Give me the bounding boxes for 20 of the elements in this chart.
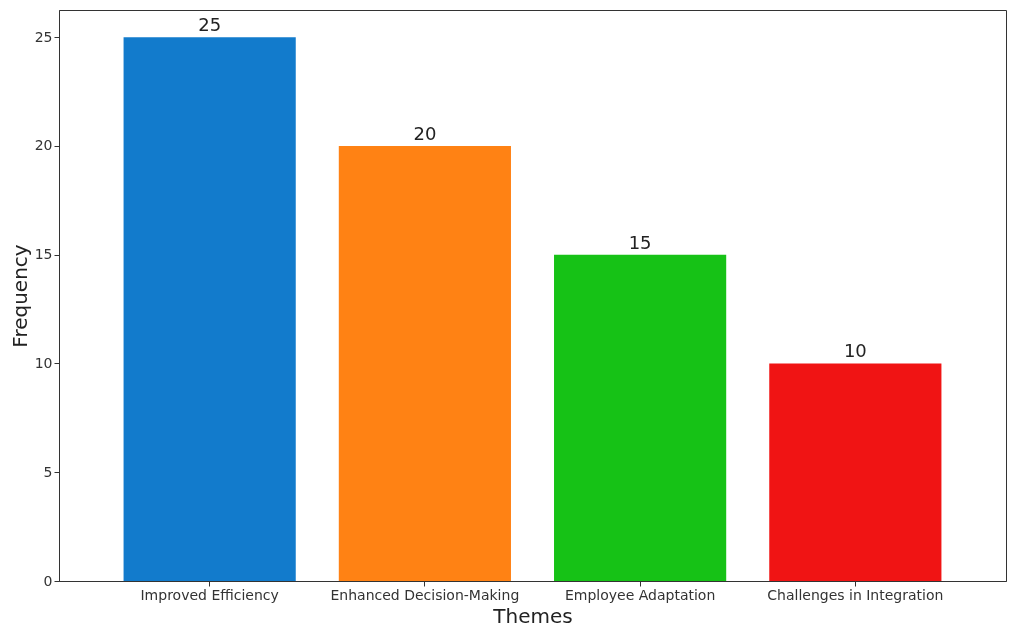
x-tick-label: Challenges in Integration	[767, 586, 944, 603]
x-axis-title: Themes	[492, 603, 573, 628]
data-label: 15	[628, 231, 652, 253]
data-label: 25	[198, 14, 222, 36]
y-tick-label: 15	[34, 246, 53, 263]
y-tick-label: 5	[43, 463, 53, 480]
bar	[769, 363, 942, 581]
y-tick-label: 10	[34, 354, 53, 371]
x-tick-label: Improved Efficiency	[140, 586, 279, 603]
bar	[123, 37, 296, 581]
y-tick-label: 0	[43, 572, 53, 589]
bar	[338, 145, 511, 581]
y-tick-label: 25	[34, 28, 53, 45]
x-tick-label: Enhanced Decision-Making	[330, 586, 520, 603]
data-label: 10	[843, 340, 867, 362]
bar	[554, 254, 727, 581]
x-tick-label: Employee Adaptation	[564, 586, 716, 603]
y-axis-title: Frequency	[7, 244, 32, 348]
y-tick-label: 20	[34, 137, 53, 154]
data-label: 20	[413, 122, 437, 144]
